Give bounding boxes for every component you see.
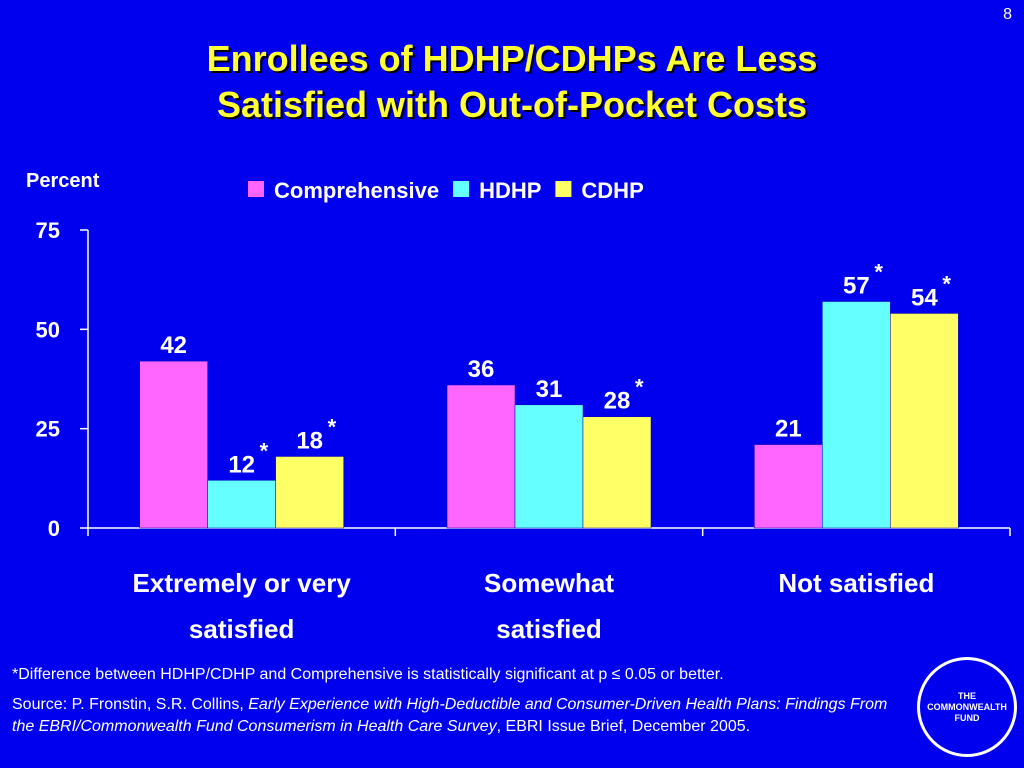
significance-marker-2-2: *	[942, 271, 951, 296]
bar-2-0	[754, 444, 823, 529]
category-label-0-1: satisfied	[189, 614, 295, 644]
data-label-2-2: 54	[911, 284, 938, 311]
y-axis-label: Percent	[26, 170, 100, 192]
legend-swatch-0	[248, 181, 264, 197]
data-label-0-1: 12	[228, 451, 255, 478]
data-label-2-1: 57	[843, 273, 870, 300]
legend-label-2: CDHP	[581, 178, 643, 203]
significance-marker-1-2: *	[635, 375, 644, 400]
legend-swatch-2	[555, 181, 572, 197]
category-label-2-0: Not satisfied	[778, 568, 934, 598]
legend-label-1: HDHP	[479, 178, 541, 203]
footnote: *Difference between HDHP/CDHP and Compre…	[12, 666, 724, 683]
title-line-1: Enrollees of HDHP/CDHPs Are Less	[206, 38, 818, 79]
title-line-2: Satisfied with Out-of-Pocket Costs	[216, 84, 808, 125]
logo-line-1: THE	[958, 690, 976, 701]
category-label-1-1: satisfied	[496, 614, 602, 644]
data-label-0-0: 42	[160, 332, 187, 359]
bar-0-0	[139, 360, 208, 529]
source-citation: Source: P. Fronstin, S.R. Collins, Early…	[12, 694, 912, 738]
significance-marker-0-1: *	[260, 438, 269, 463]
source-title: Early Experience with High-Deductible an…	[12, 696, 888, 735]
data-label-1-2: 28	[604, 388, 631, 415]
y-tick-label-3: 75	[36, 218, 60, 243]
bar-0-1	[207, 480, 276, 529]
bar-0-2	[275, 456, 344, 529]
y-tick-label-2: 50	[36, 317, 60, 342]
category-label-1-0: Somewhat	[484, 568, 614, 598]
commonwealth-fund-logo: THE COMMONWEALTH FUND	[917, 657, 1017, 757]
bar-1-2	[582, 416, 652, 529]
data-label-0-2: 18	[296, 427, 323, 454]
bar-2-1	[822, 301, 891, 529]
bar-1-0	[446, 384, 516, 529]
data-label-1-0: 36	[468, 356, 495, 383]
slide-number: 8	[1003, 6, 1012, 23]
y-tick-label-0: 0	[48, 516, 60, 541]
bar-2-2	[890, 313, 959, 529]
legend-swatch-1	[453, 181, 470, 197]
data-label-1-1: 31	[536, 376, 563, 403]
logo-line-3: FUND	[954, 712, 980, 723]
significance-marker-2-1: *	[874, 260, 883, 285]
bar-1-1	[514, 404, 584, 529]
significance-marker-0-2: *	[328, 414, 337, 439]
y-tick-label-1: 25	[36, 417, 60, 442]
data-label-2-0: 21	[775, 416, 802, 443]
source-suffix: , EBRI Issue Brief, December 2005.	[496, 718, 751, 735]
category-label-0-0: Extremely or very	[133, 568, 352, 598]
legend-label-0: Comprehensive	[274, 178, 439, 203]
slide-title: Enrollees of HDHP/CDHPs Are Less Satisfi…	[0, 36, 1024, 128]
source-prefix: Source: P. Fronstin, S.R. Collins,	[12, 696, 249, 713]
bar-chart: Percent Comprehensive HDHP CDHP02550754212*…	[26, 170, 1011, 644]
logo-line-2: COMMONWEALTH	[927, 701, 1007, 712]
